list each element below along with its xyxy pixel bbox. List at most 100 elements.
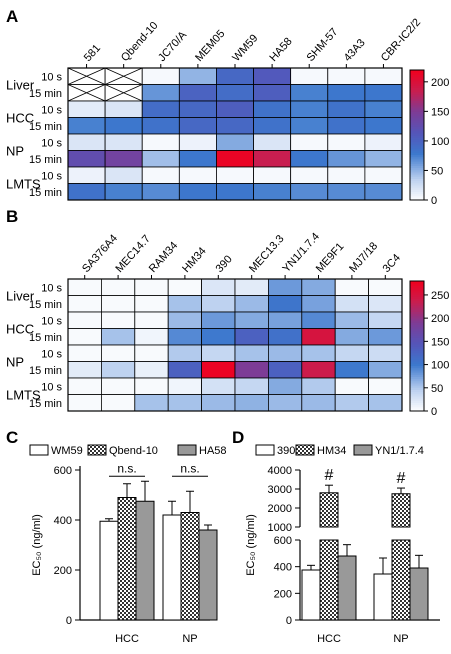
heatmap-cell: [334, 377, 370, 395]
heatmap-cell: [201, 311, 236, 329]
heatmap-cell: [201, 344, 236, 362]
colorbar-segment: [410, 382, 424, 386]
colorbar-segment: [410, 367, 424, 371]
heatmap-cell: [327, 84, 366, 102]
heatmap-cell: [253, 150, 292, 168]
heatmap-frame: [67, 278, 403, 412]
col-label-WM59: WM59: [230, 32, 260, 64]
heatmap-cell: [67, 133, 106, 151]
heatmap-cell: [101, 311, 136, 329]
colorbar-tick-label: 150: [431, 106, 449, 118]
heatmap-cell: [67, 117, 106, 135]
colorbar-segment: [410, 369, 424, 373]
heatmap-cell: [290, 133, 329, 151]
colorbar-segment: [410, 109, 424, 112]
heatmap-cell: [253, 67, 292, 85]
heatmap-cell: [327, 100, 366, 118]
heatmap-cell: [178, 133, 217, 151]
y-tick-label: 600: [274, 535, 292, 547]
y-tick-label: 0: [286, 615, 292, 627]
colorbar-segment: [410, 126, 424, 130]
heatmap-cell: [334, 361, 370, 379]
row-label: 10 s: [41, 170, 62, 182]
colorbar-segment: [410, 137, 424, 140]
heatmap-cell: [290, 117, 329, 135]
col-label-CBR-IC2/2: CBR-IC2/2: [379, 16, 424, 64]
D-legend-swatch: [353, 444, 373, 456]
colorbar-segment: [410, 404, 424, 408]
y-tick-label: 600: [54, 465, 72, 477]
colorbar-segment: [410, 152, 424, 156]
heatmap-cell: [67, 328, 102, 346]
heatmap-cell: [101, 377, 136, 395]
heatmap-cell: [178, 117, 217, 135]
heatmap-cell: [267, 311, 303, 329]
heatmap-cell: [167, 377, 202, 395]
heatmap-cell: [178, 183, 217, 201]
heatmap-cell: [104, 166, 143, 184]
colorbar-segment: [410, 302, 424, 306]
heatmap-cell: [141, 117, 180, 135]
col-label-43A3: 43A3: [342, 37, 368, 64]
colorbar-segment: [410, 356, 424, 360]
colorbar-segment: [410, 184, 424, 188]
colorbar-segment: [410, 96, 424, 99]
row-label: 15 min: [29, 121, 62, 133]
heatmap-cell: [104, 183, 143, 201]
heatmap-cell: [327, 117, 366, 135]
colorbar-tick-label: 50: [431, 165, 443, 177]
colorbar-frame: [409, 69, 425, 201]
colorbar-segment: [410, 389, 424, 393]
colorbar-segment: [410, 76, 424, 80]
colorbar-segment: [410, 289, 424, 293]
row-label: 15 min: [29, 365, 62, 377]
heatmap-cell: [368, 328, 403, 346]
heatmap-cell: [253, 117, 292, 135]
group-label-Liver: Liver: [6, 78, 35, 93]
heatmap-cell: [267, 377, 303, 395]
D-legend-label-YN1/1.7.4: YN1/1.7.4: [375, 445, 424, 457]
bar-WM59-NP: [162, 514, 182, 621]
missing-cross: [104, 84, 143, 102]
col-label-HA58: HA58: [267, 36, 294, 64]
heatmap-cell: [290, 166, 329, 184]
row-label: 15 min: [29, 88, 62, 100]
colorbar-segment: [410, 378, 424, 382]
missing-cross: [67, 67, 106, 85]
heatmap-cell: [101, 328, 136, 346]
heatmap-cell: [334, 344, 370, 362]
group-label-Liver: Liver: [6, 289, 35, 304]
colorbar-segment: [410, 104, 424, 108]
heatmap-cell: [234, 361, 269, 379]
bar-YN1/1.7.4-NP: [409, 567, 429, 621]
row-label: 15 min: [29, 299, 62, 311]
colorbar-segment: [410, 130, 424, 134]
colorbar-segment: [410, 304, 424, 308]
colorbar-segment: [410, 182, 424, 186]
heatmap-cell: [301, 311, 336, 329]
row-label: 10 s: [41, 381, 62, 393]
colorbar-segment: [410, 111, 424, 114]
y-axis-label: EC₅₀ (ng/ml): [245, 514, 257, 576]
heatmap-cell: [290, 84, 329, 102]
bar-Qbend-10-NP: [180, 512, 200, 621]
heatmap-cell: [290, 100, 329, 118]
colorbar-segment: [410, 408, 424, 412]
group-label-HCC: HCC: [6, 111, 34, 126]
heatmap-cell: [301, 344, 336, 362]
heatmap-cell: [134, 278, 169, 296]
D-legend-label-HM34: HM34: [317, 445, 346, 457]
sig-annotation: #: [325, 467, 334, 484]
colorbar-segment: [410, 93, 424, 97]
group-label-HCC: HCC: [6, 322, 34, 337]
colorbar-segment: [410, 283, 424, 286]
heatmap-cell: [234, 328, 269, 346]
heatmap-cell: [364, 166, 403, 184]
colorbar-tick-label: 50: [431, 383, 443, 395]
heatmap-cell: [134, 295, 169, 313]
col-label-581: 581: [82, 42, 103, 64]
heatmap-cell: [334, 295, 370, 313]
colorbar-segment: [410, 78, 424, 82]
colorbar-segment: [410, 74, 424, 78]
row-label: 10 s: [41, 104, 62, 116]
